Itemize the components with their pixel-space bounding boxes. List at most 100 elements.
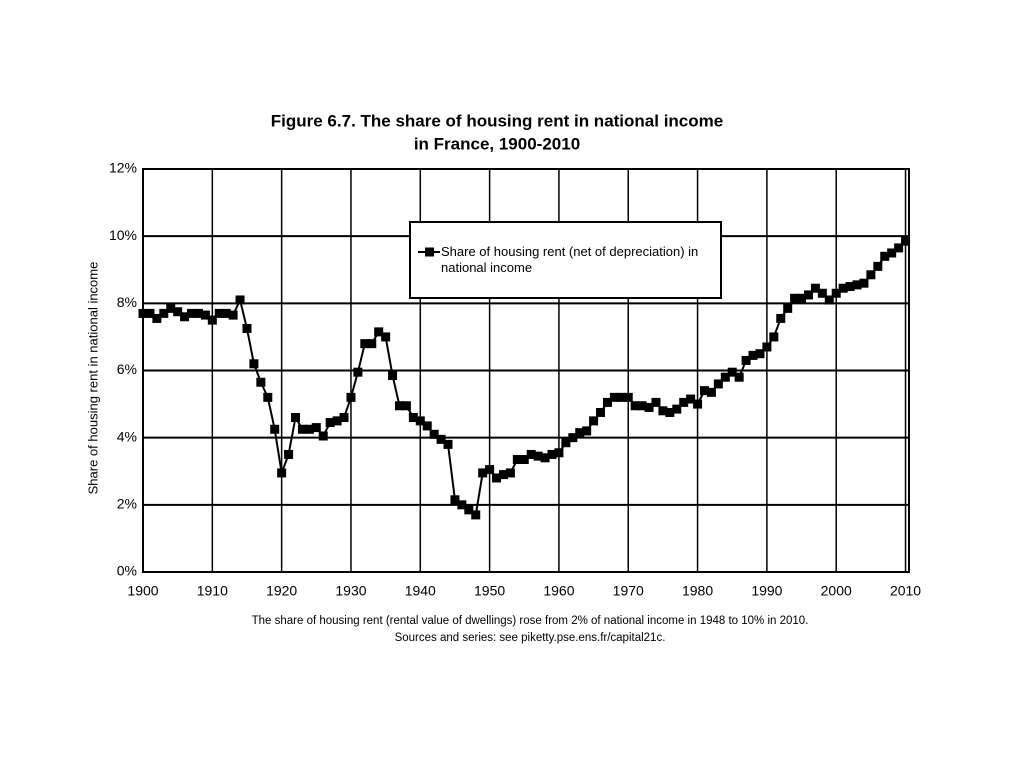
data-point xyxy=(803,290,813,300)
data-point xyxy=(214,308,224,318)
data-point xyxy=(783,303,793,313)
data-point xyxy=(637,401,647,411)
data-point xyxy=(304,424,314,434)
data-point xyxy=(817,288,827,298)
data-point xyxy=(582,426,592,436)
data-point xyxy=(727,367,737,377)
data-point xyxy=(713,379,723,389)
data-point xyxy=(880,251,890,261)
data-point xyxy=(422,421,432,431)
data-point xyxy=(478,468,488,478)
data-point xyxy=(630,401,640,411)
data-point xyxy=(277,468,287,478)
data-point xyxy=(249,359,259,369)
legend-swatch-marker xyxy=(425,247,434,257)
data-point xyxy=(221,308,231,318)
data-point xyxy=(526,449,536,459)
data-point xyxy=(762,342,772,352)
data-point xyxy=(769,332,779,342)
x-tick-label: 1910 xyxy=(197,583,228,599)
data-point xyxy=(679,397,689,407)
y-tick-label: 12% xyxy=(109,160,137,176)
data-point xyxy=(297,424,307,434)
data-point xyxy=(374,327,384,337)
data-point xyxy=(810,283,820,293)
y-axis-label: Share of housing rent in national income xyxy=(85,262,100,495)
data-point xyxy=(554,448,564,458)
x-tick-label: 1940 xyxy=(405,583,436,599)
data-point xyxy=(748,350,758,360)
data-point xyxy=(180,312,190,322)
data-point xyxy=(193,308,203,318)
x-tick-label: 2010 xyxy=(890,583,921,599)
data-point xyxy=(706,387,716,397)
data-point xyxy=(866,270,876,280)
data-point xyxy=(471,510,481,520)
data-point xyxy=(457,500,467,510)
data-point xyxy=(228,310,238,320)
data-point xyxy=(270,424,280,434)
chart-title: Figure 6.7. The share of housing rent in… xyxy=(271,111,723,130)
data-point xyxy=(498,470,508,480)
x-tick-label: 1990 xyxy=(751,583,782,599)
data-point xyxy=(408,413,418,423)
data-point xyxy=(187,308,197,318)
data-point xyxy=(838,283,848,293)
data-point xyxy=(367,339,377,349)
data-point xyxy=(561,438,571,448)
data-point xyxy=(894,243,904,253)
data-point xyxy=(741,355,751,365)
data-point xyxy=(589,416,599,426)
data-point xyxy=(901,236,911,246)
data-point xyxy=(845,282,855,292)
y-tick-label: 6% xyxy=(117,361,137,377)
data-point xyxy=(339,413,349,423)
data-point xyxy=(166,303,176,313)
data-point xyxy=(859,278,869,288)
data-point xyxy=(651,397,661,407)
data-point xyxy=(887,248,897,258)
x-tick-label: 1930 xyxy=(335,583,366,599)
x-tick-label: 1950 xyxy=(474,583,505,599)
data-point xyxy=(644,402,654,412)
data-point xyxy=(388,371,398,381)
legend-entry: Share of housing rent (net of depreciati… xyxy=(441,244,699,275)
data-point xyxy=(291,413,301,423)
data-point xyxy=(415,416,425,426)
data-point xyxy=(284,449,294,459)
data-point xyxy=(263,392,273,402)
data-point xyxy=(152,313,162,323)
data-point xyxy=(700,386,710,396)
data-point xyxy=(138,308,148,318)
y-tick-label: 2% xyxy=(117,496,137,512)
y-tick-label: 4% xyxy=(117,428,137,444)
data-point xyxy=(568,433,578,443)
data-point xyxy=(686,394,696,404)
data-point xyxy=(658,406,668,416)
data-point xyxy=(325,418,335,428)
legend-label: Share of housing rent (net of depreciati… xyxy=(441,244,699,275)
x-tick-label: 1970 xyxy=(613,583,644,599)
grid: 0% 2% 4% 6% 8% 10% 12% 1900 1910 1920 1930 1940 1950… xyxy=(109,160,921,599)
data-point xyxy=(734,372,744,382)
x-tick-label: 1920 xyxy=(266,583,297,599)
data-point xyxy=(318,431,328,441)
legend-box xyxy=(409,221,722,299)
data-point xyxy=(512,454,522,464)
data-point xyxy=(311,423,321,433)
data-point xyxy=(790,293,800,303)
data-point xyxy=(720,372,730,382)
data-point xyxy=(755,349,765,359)
data-point xyxy=(235,295,245,305)
data-point xyxy=(450,495,460,505)
data-point xyxy=(381,332,391,342)
y-tick-label: 0% xyxy=(117,563,137,579)
data-point xyxy=(540,453,550,463)
data-point xyxy=(353,367,363,377)
data-point xyxy=(519,454,529,464)
data-point xyxy=(173,307,183,317)
data-point xyxy=(776,313,786,323)
x-tick-label: 1980 xyxy=(682,583,713,599)
